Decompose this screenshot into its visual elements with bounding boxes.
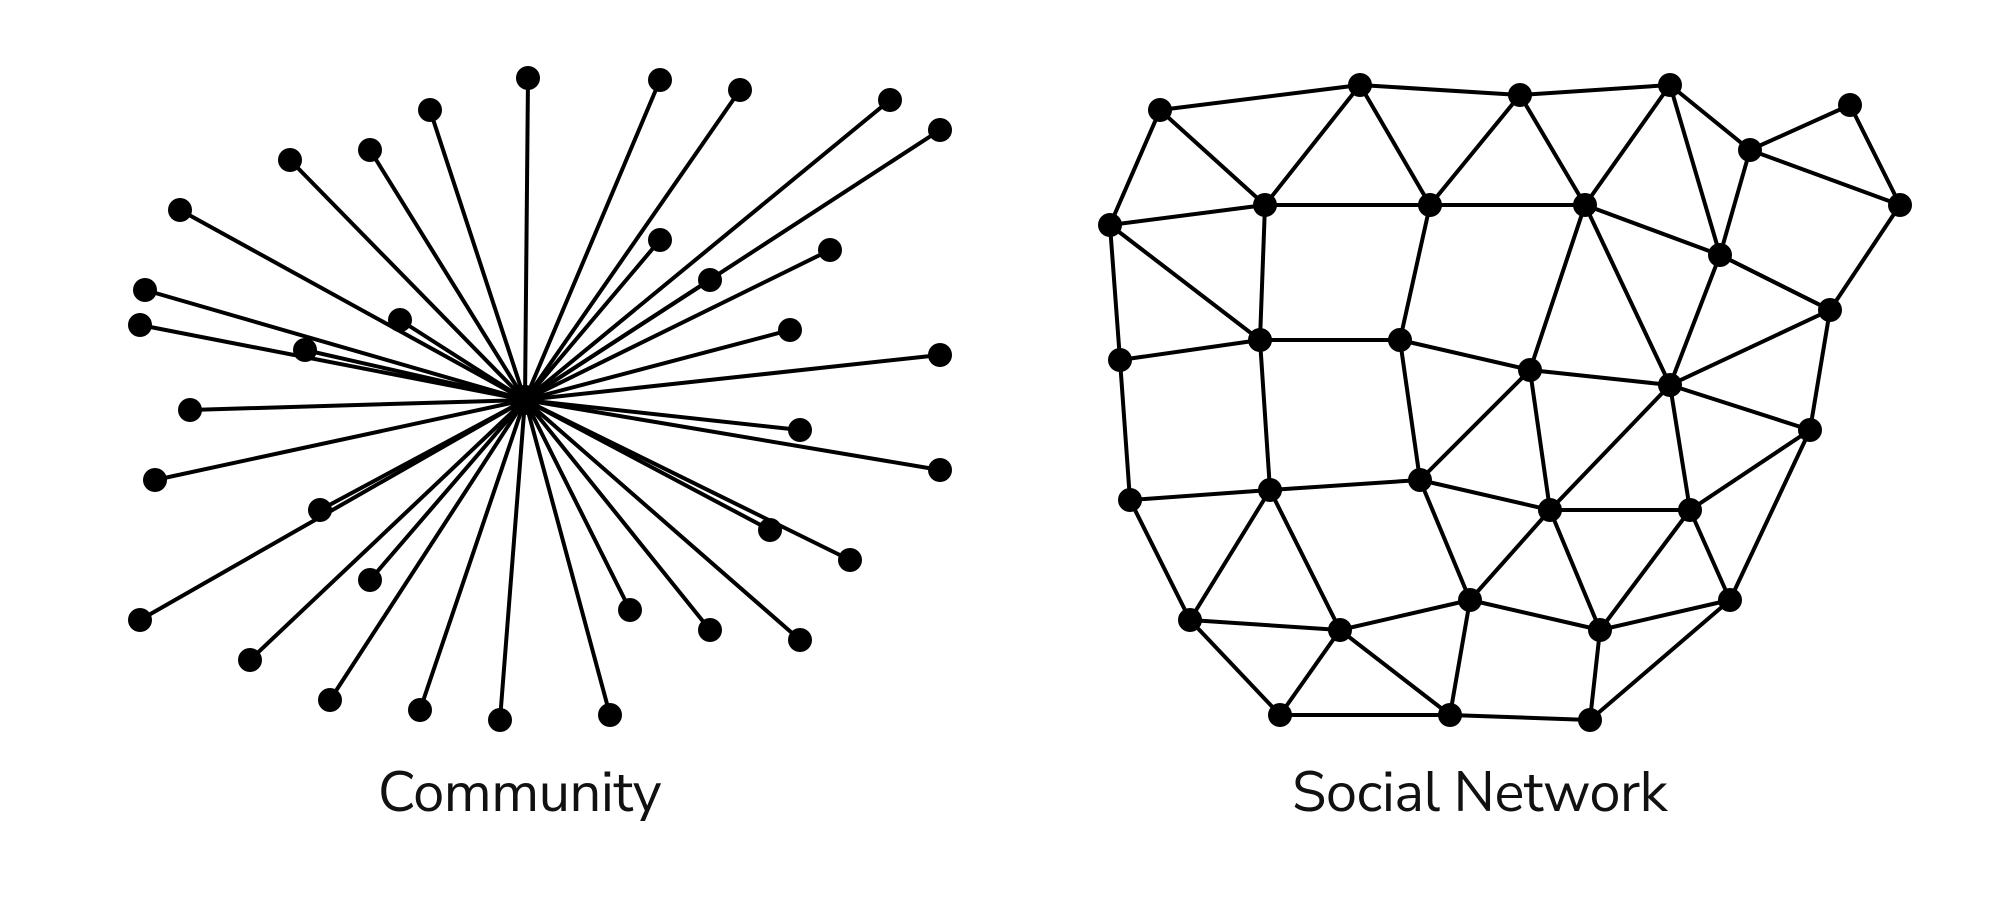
community-panel: Community: [70, 30, 970, 831]
social-network-graph: [1030, 30, 1930, 750]
diagram-wrap: Community Social Network: [0, 0, 1999, 851]
social-network-panel: Social Network: [1030, 30, 1930, 831]
social-network-label: Social Network: [1292, 754, 1667, 831]
community-label: Community: [378, 754, 661, 831]
community-graph: [70, 30, 970, 750]
